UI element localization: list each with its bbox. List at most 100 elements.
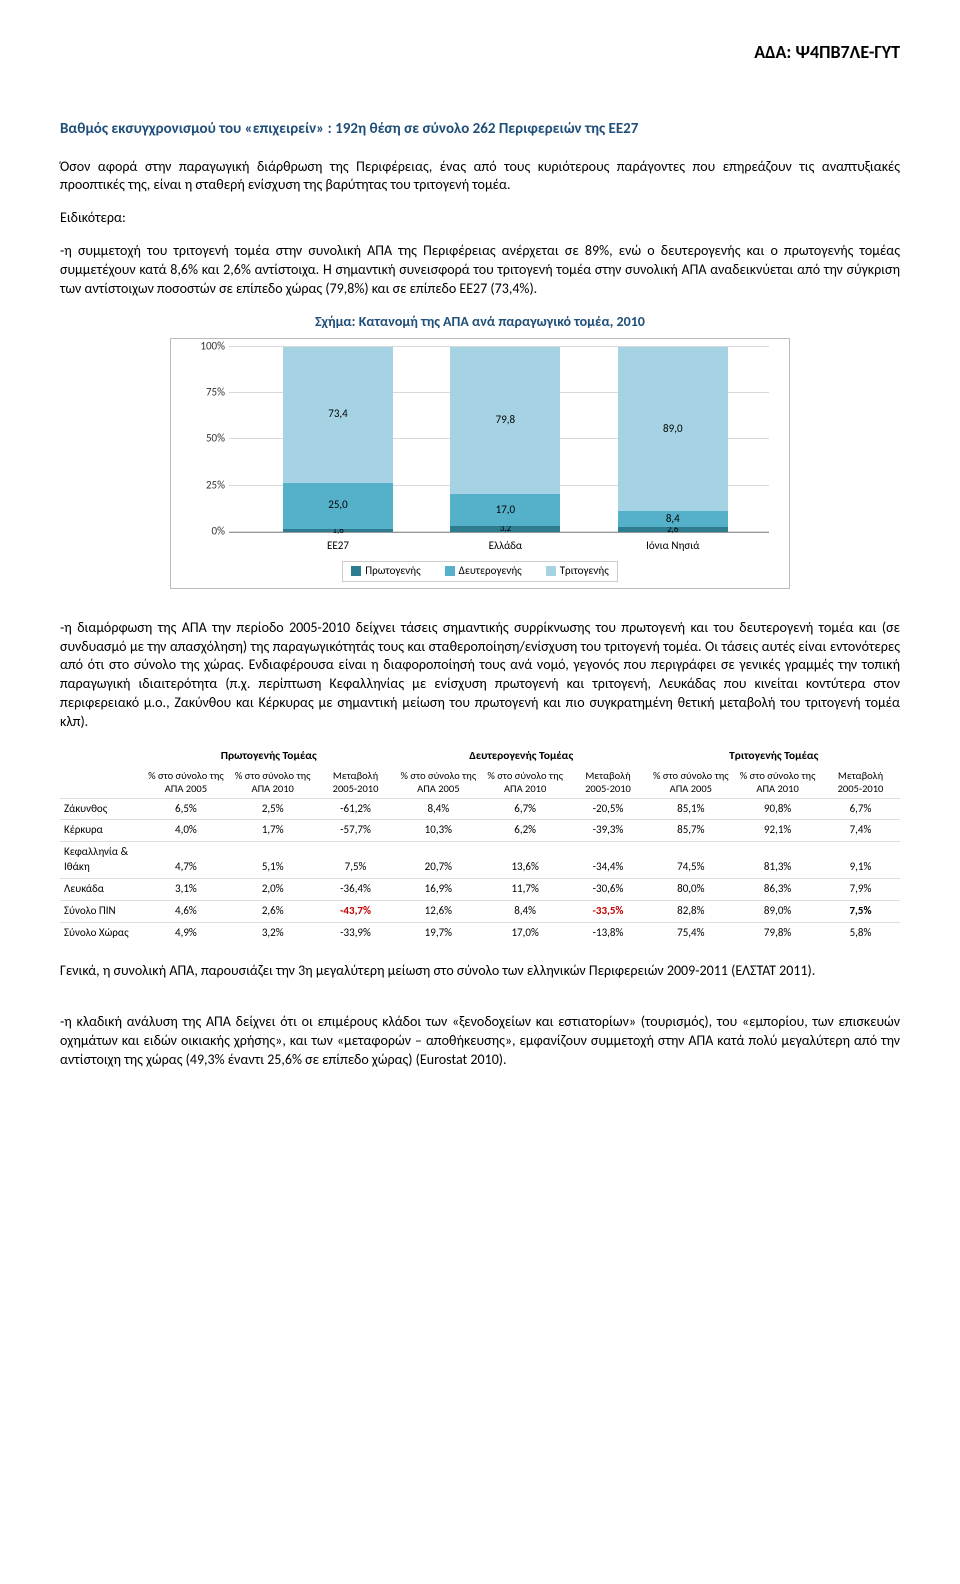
table-row: Σύνολο ΠΙΝ4,6%2,6%-43,7%12,6%8,4%-33,5%8… <box>60 900 900 922</box>
table-cell: 80,0% <box>647 878 734 900</box>
chart-bar-segment: 2,6 <box>618 527 728 532</box>
table-group-header: Τριτογενής Τομέας <box>647 746 900 768</box>
table-sub-header: Μεταβολή 2005-2010 <box>569 767 648 798</box>
table-row-label: Σύνολο Χώρας <box>60 922 143 943</box>
chart-caption: Σχήμα: Κατανομή της ΑΠΑ ανά παραγωγικό τ… <box>60 313 900 332</box>
legend-item: Πρωτογενής <box>351 564 420 579</box>
chart-plot: 0%25%50%75%100%1,625,073,4ΕΕ273,217,079,… <box>229 347 769 533</box>
table-row: Κεφαλληνία & Ιθάκη4,7%5,1%7,5%20,7%13,6%… <box>60 842 900 879</box>
chart-bar-segment: 73,4 <box>283 347 393 483</box>
table-cell: 4,6% <box>143 900 230 922</box>
legend-item: Δευτερογενής <box>445 564 522 579</box>
table-cell: 10,3% <box>395 820 482 842</box>
chart-bar-group: 3,217,079,8Ελλάδα <box>450 347 560 532</box>
table-cell: -30,6% <box>569 878 648 900</box>
table-cell: 75,4% <box>647 922 734 943</box>
chart-xlabel: Ελλάδα <box>435 539 575 554</box>
table-cell: 2,6% <box>229 900 316 922</box>
chart-area: 0%25%50%75%100%1,625,073,4ΕΕ273,217,079,… <box>229 347 769 557</box>
table-header-blank <box>60 746 143 768</box>
table-sub-header: % στο σύνολο της ΑΠΑ 2010 <box>734 767 821 798</box>
table-cell: 7,4% <box>821 820 900 842</box>
table-cell: 12,6% <box>395 900 482 922</box>
table-cell: 19,7% <box>395 922 482 943</box>
paragraph-1: Όσον αφορά στην παραγωγική διάρθρωση της… <box>60 158 900 196</box>
doc-header-code: ΑΔΑ: Ψ4ΠΒ7ΛΕ-ΓΥΤ <box>60 40 900 64</box>
table-group-header: Πρωτογενής Τομέας <box>143 746 395 768</box>
table-row: Κέρκυρα4,0%1,7%-57,7%10,3%6,2%-39,3%85,7… <box>60 820 900 842</box>
chart-ytick-label: 50% <box>183 432 225 447</box>
paragraph-3: -η συμμετοχή του τριτογενή τομέα στην συ… <box>60 242 900 299</box>
table-cell: -13,8% <box>569 922 648 943</box>
table-cell: 4,9% <box>143 922 230 943</box>
table-cell: 86,3% <box>734 878 821 900</box>
chart-bar-segment: 79,8 <box>450 347 560 495</box>
table-cell: 8,4% <box>482 900 569 922</box>
chart-container: 0%25%50%75%100%1,625,073,4ΕΕ273,217,079,… <box>170 338 790 589</box>
chart-bar-group: 2,68,489,0Ιόνια Νησιά <box>618 347 728 532</box>
table-row: Ζάκυνθος6,5%2,5%-61,2%8,4%6,7%-20,5%85,1… <box>60 798 900 820</box>
paragraph-5: Γενικά, η συνολική ΑΠΑ, παρουσιάζει την … <box>60 962 900 981</box>
table-cell: 6,7% <box>821 798 900 820</box>
table-cell: 89,0% <box>734 900 821 922</box>
table-cell: 4,0% <box>143 820 230 842</box>
table-cell: 5,1% <box>229 842 316 879</box>
table-row-label: Κέρκυρα <box>60 820 143 842</box>
chart-xlabel: Ιόνια Νησιά <box>603 539 743 554</box>
table-row: Λευκάδα3,1%2,0%-36,4%16,9%11,7%-30,6%80,… <box>60 878 900 900</box>
legend-swatch <box>445 566 455 576</box>
table-cell: 79,8% <box>734 922 821 943</box>
table-cell: 3,1% <box>143 878 230 900</box>
table-cell: 7,5% <box>821 900 900 922</box>
table-cell: -39,3% <box>569 820 648 842</box>
table-cell: -43,7% <box>316 900 395 922</box>
chart-bar-segment: 1,6 <box>283 529 393 532</box>
table-row-label: Λευκάδα <box>60 878 143 900</box>
table-cell: 20,7% <box>395 842 482 879</box>
table-cell: 82,8% <box>647 900 734 922</box>
chart-bar-group: 1,625,073,4ΕΕ27 <box>283 347 393 532</box>
table-cell: -61,2% <box>316 798 395 820</box>
table-sub-header: Μεταβολή 2005-2010 <box>821 767 900 798</box>
table-cell: 7,5% <box>316 842 395 879</box>
chart-bar-segment: 25,0 <box>283 483 393 529</box>
table-cell: 11,7% <box>482 878 569 900</box>
chart-ytick-label: 0% <box>183 524 225 539</box>
table-cell: 6,7% <box>482 798 569 820</box>
table-cell: 16,9% <box>395 878 482 900</box>
legend-swatch <box>351 566 361 576</box>
table-sub-header <box>60 767 143 798</box>
table-cell: 4,7% <box>143 842 230 879</box>
table-cell: 3,2% <box>229 922 316 943</box>
table-cell: 85,1% <box>647 798 734 820</box>
table-cell: 6,5% <box>143 798 230 820</box>
table-cell: -33,9% <box>316 922 395 943</box>
chart-ytick-label: 75% <box>183 386 225 401</box>
table-cell: 92,1% <box>734 820 821 842</box>
table-cell: -57,7% <box>316 820 395 842</box>
table-sub-header: Μεταβολή 2005-2010 <box>316 767 395 798</box>
table-cell: 13,6% <box>482 842 569 879</box>
table-cell: -34,4% <box>569 842 648 879</box>
chart-bar-segment: 3,2 <box>450 526 560 532</box>
chart-xlabel: ΕΕ27 <box>268 539 408 554</box>
table-sub-header: % στο σύνολο της ΑΠΑ 2005 <box>647 767 734 798</box>
table-cell: 5,8% <box>821 922 900 943</box>
table-row-label: Κεφαλληνία & Ιθάκη <box>60 842 143 879</box>
section-title: Βαθμός εκσυγχρονισμού του «επιχειρείν» :… <box>60 119 900 139</box>
table-cell: 6,2% <box>482 820 569 842</box>
table-row-label: Ζάκυνθος <box>60 798 143 820</box>
legend-item: Τριτογενής <box>546 564 609 579</box>
data-table: Πρωτογενής ΤομέαςΔευτερογενής ΤομέαςΤριτ… <box>60 746 900 944</box>
table-sub-header: % στο σύνολο της ΑΠΑ 2005 <box>395 767 482 798</box>
chart-bar-segment: 17,0 <box>450 494 560 525</box>
table-row-label: Σύνολο ΠΙΝ <box>60 900 143 922</box>
table-cell: 85,7% <box>647 820 734 842</box>
paragraph-6: -η κλαδική ανάλυση της ΑΠΑ δείχνει ότι ο… <box>60 1013 900 1070</box>
chart-ytick-label: 100% <box>183 339 225 354</box>
table-cell: 74,5% <box>647 842 734 879</box>
paragraph-2-label: Ειδικότερα: <box>60 209 900 228</box>
table-cell: 8,4% <box>395 798 482 820</box>
table-row: Σύνολο Χώρας4,9%3,2%-33,9%19,7%17,0%-13,… <box>60 922 900 943</box>
chart-bar-segment: 8,4 <box>618 511 728 527</box>
